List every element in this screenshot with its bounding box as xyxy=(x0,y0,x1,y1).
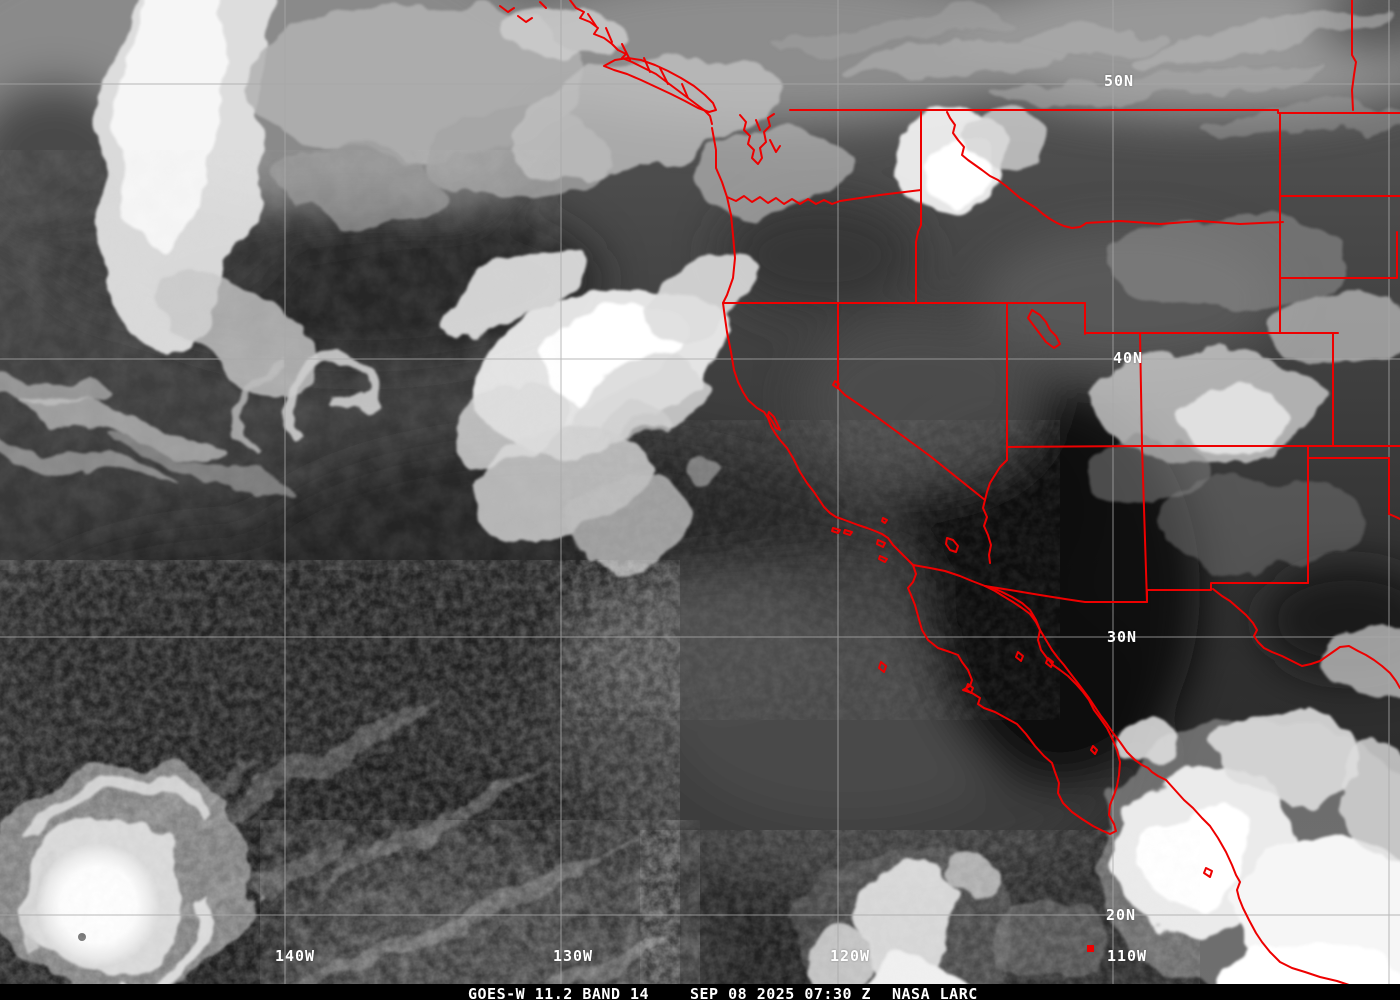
lon-label-130w: 130W xyxy=(552,947,594,965)
lon-label-140w: 140W xyxy=(274,947,316,965)
lat-label-20n: 20N xyxy=(1105,906,1137,924)
vancouver-island xyxy=(603,57,717,113)
lat-label-30n: 30N xyxy=(1106,628,1138,646)
guadalupe-island xyxy=(878,661,887,673)
us-mexico-border xyxy=(912,564,1309,603)
bc-coastline xyxy=(569,0,713,125)
alberta-saskatchewan-border xyxy=(1351,0,1357,111)
lat-label-50n: 50N xyxy=(1103,72,1135,90)
texture-layer xyxy=(0,150,1200,984)
parallel-37n-border xyxy=(1006,445,1400,448)
san-francisco-bay xyxy=(767,411,781,431)
nv-az-colorado-river xyxy=(984,459,1008,501)
caption-datetime: SEP 08 2025 07:30 Z xyxy=(690,985,872,1000)
red-marker-dot xyxy=(1087,945,1094,952)
lon-label-110w: 110W xyxy=(1106,947,1148,965)
channel-islands xyxy=(831,527,888,563)
puget-sound xyxy=(739,113,781,165)
montana-wyoming-border xyxy=(1085,220,1284,225)
bc-islands xyxy=(499,1,547,23)
cedros-island xyxy=(965,683,974,694)
idaho-west-border xyxy=(915,111,922,304)
ut-co-az-nm-border xyxy=(1139,332,1148,603)
baja-california-outline xyxy=(907,564,1121,835)
lon-label-120w: 120W xyxy=(829,947,871,965)
great-salt-lake xyxy=(1027,309,1061,349)
sd-ne-border xyxy=(1279,231,1398,279)
rio-grande-border xyxy=(1212,588,1400,689)
salton-sea xyxy=(945,537,959,553)
us-canada-border xyxy=(789,109,1400,114)
bc-fjords xyxy=(587,13,689,99)
caption-bar: GOES-W 11.2 BAND 14 SEP 08 2025 07:30 Z … xyxy=(0,984,1400,1000)
lake-tahoe xyxy=(832,380,840,389)
caption-product: GOES-W 11.2 BAND 14 xyxy=(468,985,650,1000)
gulf-islands xyxy=(1015,651,1098,755)
sonora-sinaloa-coastline xyxy=(984,585,1386,1000)
pacific-coastline xyxy=(711,127,914,566)
caption-credit: NASA LARC xyxy=(892,985,978,1000)
montana-idaho-border xyxy=(946,111,1086,229)
border-layer xyxy=(499,0,1400,1000)
tx-panhandle-border xyxy=(1307,457,1400,520)
wa-or-border xyxy=(726,189,922,205)
coast-lake-dot xyxy=(881,517,888,524)
lat-label-40n: 40N xyxy=(1112,349,1144,367)
sonora-island xyxy=(1203,867,1213,878)
